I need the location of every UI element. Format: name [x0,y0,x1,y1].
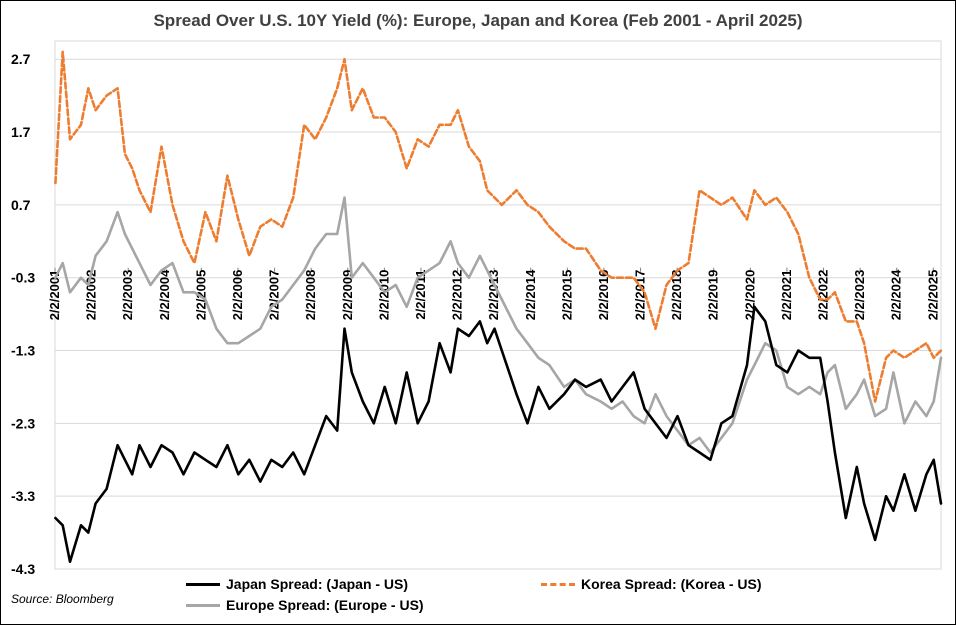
x-tick-label: 2/2/2015 [559,270,574,321]
x-tick-label: 2/2/2006 [230,270,245,321]
x-tick-label: 2/2/2020 [742,270,757,321]
legend-swatch-japan [186,582,220,586]
x-tick-label: 2/2/2004 [157,269,172,320]
x-tick-label: 2/2/2016 [596,270,611,321]
legend-item-korea: Korea Spread: (Korea - US) [541,574,761,594]
x-tick-label: 2/2/2009 [340,270,355,321]
y-tick-label: -2.3 [11,415,35,431]
x-tick-label: 2/2/2022 [816,270,831,321]
x-tick-label: 2/2/2021 [779,270,794,321]
legend-item-europe: Europe Spread: (Europe - US) [186,595,424,615]
legend-label-korea: Korea Spread: (Korea - US) [581,576,762,592]
series-line-japan [54,305,943,564]
legend-swatch-korea [541,582,575,586]
x-tick-label: 2/2/2023 [852,270,867,321]
legend-label-europe: Europe Spread: (Europe - US) [226,597,424,613]
legend-item-japan: Japan Spread: (Japan - US) [186,574,408,594]
x-tick-label: 2/2/2012 [450,270,465,321]
y-tick-label: -0.3 [11,270,35,286]
y-tick-label: 0.7 [11,197,31,213]
y-tick-label: -1.3 [11,343,35,359]
x-tick-label: 2/2/2010 [376,270,391,321]
y-tick-label: -4.3 [11,561,35,577]
legend-label-japan: Japan Spread: (Japan - US) [226,576,409,592]
series-line-europe [54,196,943,454]
series-line-korea [54,50,943,403]
x-tick-label: 2/2/2019 [706,270,721,321]
x-tick-label: 2/2/2025 [925,270,940,321]
x-tick-label: 2/2/2001 [47,270,62,321]
x-tick-label: 2/2/2014 [523,269,538,320]
legend-swatch-europe [186,603,220,607]
x-tick-label: 2/2/2024 [889,269,904,320]
x-tick-label: 2/2/2008 [303,270,318,321]
y-tick-label: 2.7 [11,51,31,67]
x-tick-label: 2/2/2018 [669,270,684,321]
x-tick-label: 2/2/2003 [120,270,135,321]
y-tick-label: -3.3 [11,488,35,504]
source-note: Source: Bloomberg [11,592,114,606]
chart-title: Spread Over U.S. 10Y Yield (%): Europe, … [153,11,803,30]
y-tick-label: 1.7 [11,124,31,140]
x-tick-label: 2/2/2013 [486,270,501,321]
